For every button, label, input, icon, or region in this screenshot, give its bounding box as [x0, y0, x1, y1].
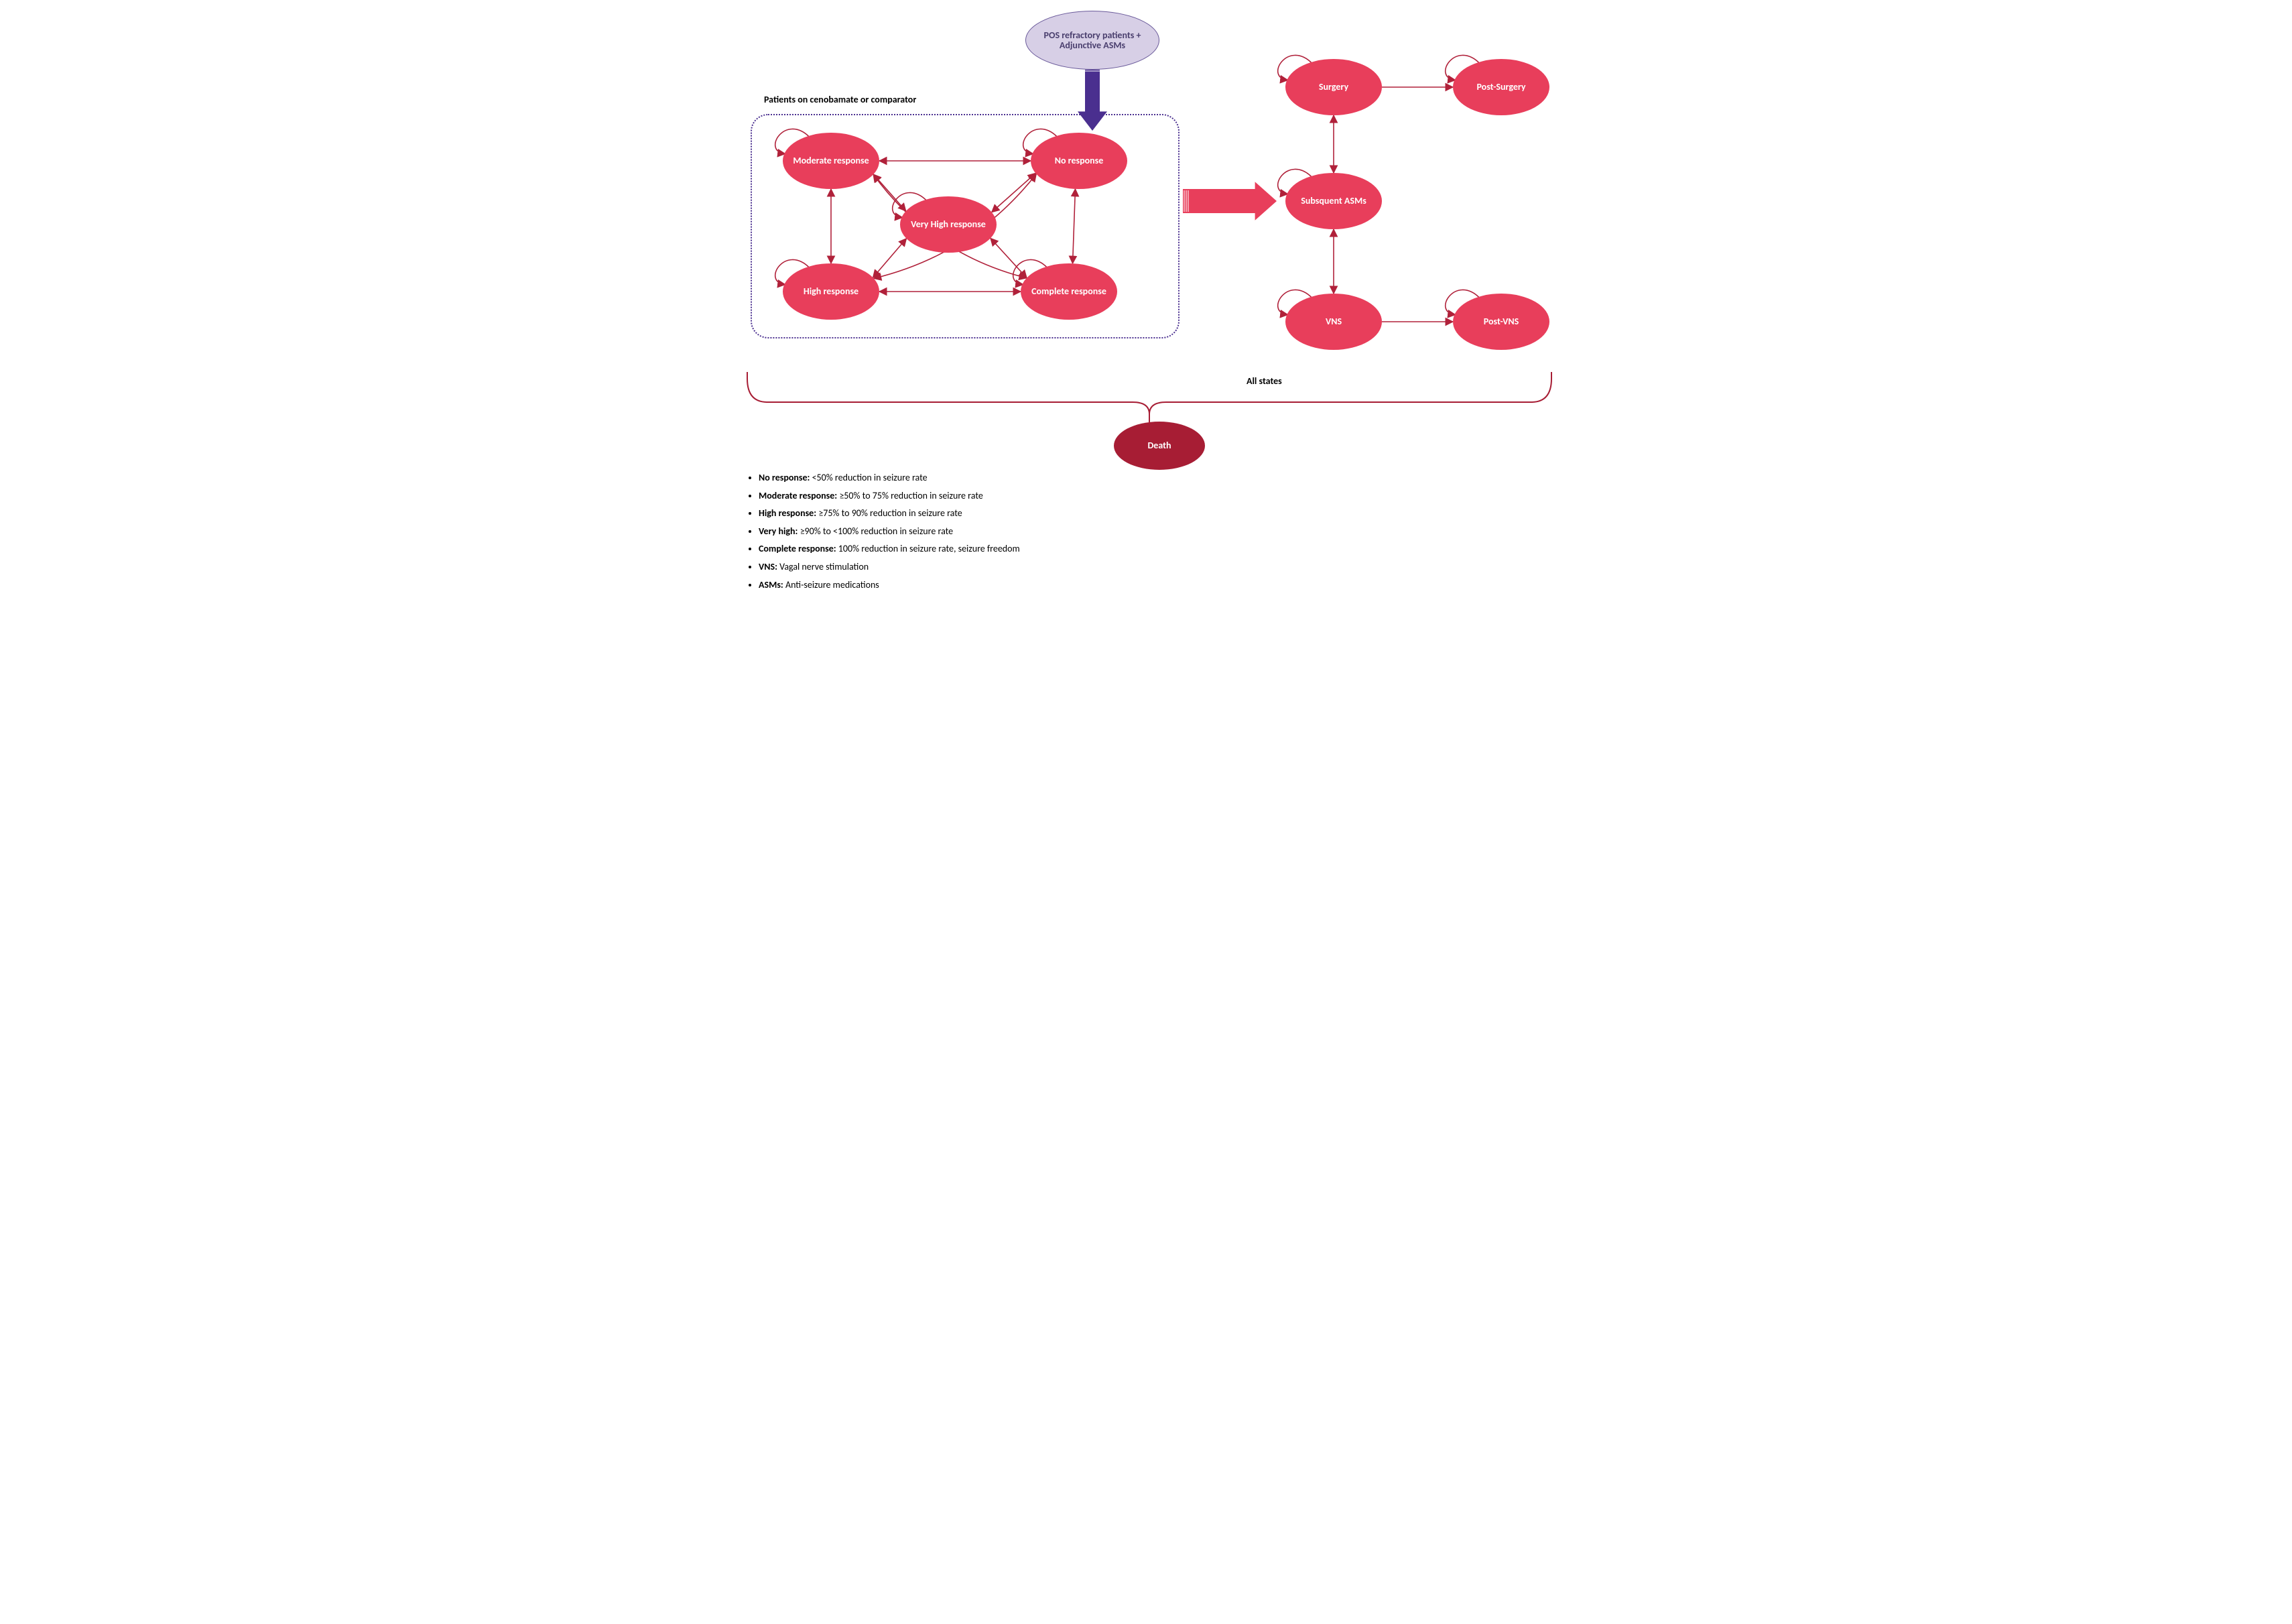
legend: No response: <50% reduction in seizure r… [744, 469, 1119, 594]
legend-item: Moderate response: ≥50% to 75% reduction… [759, 487, 1119, 505]
node-high: High response [783, 263, 879, 320]
node-subsequent: Subsquent ASMs [1285, 173, 1382, 229]
node-postvns: Post-VNS [1453, 294, 1549, 350]
node-moderate: Moderate response [783, 133, 879, 189]
legend-list: No response: <50% reduction in seizure r… [744, 469, 1119, 594]
node-death: Death [1114, 422, 1205, 470]
legend-item: Complete response: 100% reduction in sei… [759, 540, 1119, 558]
diagram-stage: Patients on cenobamate or comparator All… [710, 0, 1582, 617]
node-start: POS refractory patients + Adjunctive ASM… [1025, 11, 1159, 70]
legend-item: No response: <50% reduction in seizure r… [759, 469, 1119, 487]
node-veryhigh: Very High response [900, 196, 997, 253]
box-title: Patients on cenobamate or comparator [764, 94, 916, 105]
legend-item: Very high: ≥90% to <100% reduction in se… [759, 523, 1119, 541]
legend-item: ASMs: Anti-seizure medications [759, 576, 1119, 595]
node-postsurg: Post-Surgery [1453, 59, 1549, 115]
node-no: No response [1031, 133, 1127, 189]
node-surgery: Surgery [1285, 59, 1382, 115]
node-complete: Complete response [1021, 263, 1117, 320]
all-states-label: All states [1247, 375, 1282, 387]
legend-item: VNS: Vagal nerve stimulation [759, 558, 1119, 576]
node-vns: VNS [1285, 294, 1382, 350]
legend-item: High response: ≥75% to 90% reduction in … [759, 505, 1119, 523]
